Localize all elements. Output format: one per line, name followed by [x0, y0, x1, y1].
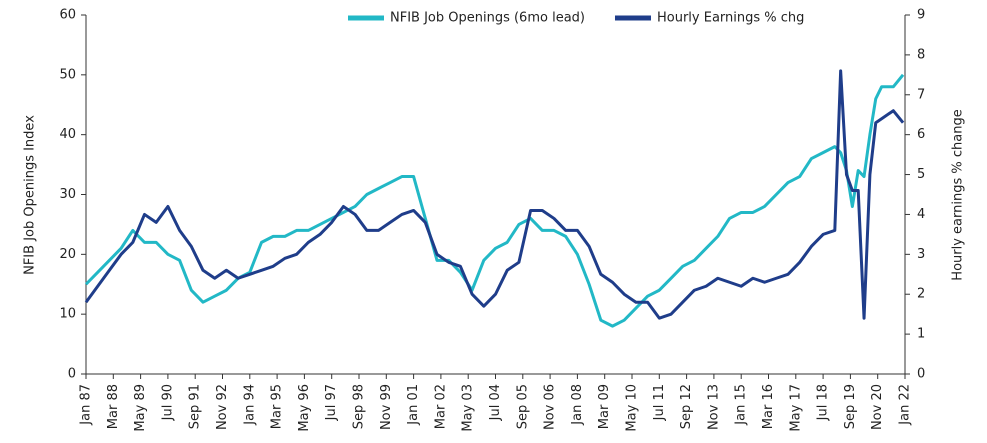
x-tick-label: Jul 11 [652, 384, 667, 421]
legend: NFIB Job Openings (6mo lead) Hourly Earni… [348, 11, 804, 26]
y-tick-label: 20 [59, 247, 76, 262]
x-tick-label: Nov 20 [870, 384, 885, 430]
x-tick-label: Mar 88 [106, 384, 121, 429]
x-tick-label: Mar 09 [597, 384, 612, 429]
legend-label: NFIB Job Openings (6mo lead) [390, 11, 585, 26]
x-tick-label: Jan 01 [406, 384, 421, 426]
x-tick-label: Jul 97 [324, 384, 339, 421]
y2-tick-label: 4 [917, 207, 925, 222]
y2-tick-label: 0 [917, 367, 925, 382]
x-tick-label: May 17 [788, 384, 803, 432]
x-tick-label: Mar 95 [270, 384, 285, 429]
y-axis-label: NFIB Job Openings Index [23, 115, 38, 275]
x-tick-label: Sep 05 [515, 384, 530, 429]
x-tick-label: Jan 94 [242, 384, 257, 426]
x-tick-label: Jul 04 [488, 384, 503, 421]
y2-tick-label: 1 [917, 327, 925, 342]
series-line [84, 73, 905, 328]
y-tick-label: 10 [59, 307, 76, 322]
x-tick-label: Nov 13 [706, 384, 721, 430]
x-tick-label: Sep 19 [843, 384, 858, 429]
x-tick-label: May 03 [461, 384, 476, 432]
y2-axis-label: Hourly earnings % change [951, 109, 966, 280]
x-tick-label: Jan 08 [570, 384, 585, 426]
x-tick-label: Nov 99 [379, 384, 394, 430]
y-tick-label: 60 [59, 8, 76, 23]
y2-tick-label: 2 [917, 287, 925, 302]
x-tick-label: Mar 16 [761, 384, 776, 429]
x-tick-label: May 89 [133, 384, 148, 432]
y2-tick-label: 8 [917, 47, 925, 62]
y2-tick-label: 7 [917, 87, 925, 102]
x-tick-label: Jan 22 [898, 384, 913, 426]
x-tick-label: Mar 02 [433, 384, 448, 429]
x-tick-label: Sep 91 [188, 384, 203, 429]
x-tick-label: Sep 98 [352, 384, 367, 429]
x-tick-label: Nov 92 [215, 384, 230, 430]
x-tick-label: Jul 18 [816, 384, 831, 421]
y2-tick-label: 3 [917, 247, 925, 262]
x-tick-label: Sep 12 [679, 384, 694, 429]
legend-label: Hourly Earnings % chg [657, 11, 804, 26]
y2-tick-label: 9 [917, 8, 925, 23]
x-tick-label: Jan 15 [734, 384, 749, 426]
y-tick-label: 0 [68, 367, 76, 382]
x-tick-label: May 10 [625, 384, 640, 432]
x-tick-label: Jul 90 [160, 384, 175, 421]
y-tick-label: 30 [59, 187, 76, 202]
y-tick-label: 40 [59, 127, 76, 142]
y2-tick-label: 5 [917, 167, 925, 182]
x-tick-label: May 96 [297, 384, 312, 432]
y2-tick-label: 6 [917, 127, 925, 142]
series-line [84, 69, 905, 320]
y-tick-label: 50 [59, 67, 76, 82]
x-tick-label: Jan 87 [79, 384, 94, 426]
x-tick-label: Nov 06 [543, 384, 558, 430]
